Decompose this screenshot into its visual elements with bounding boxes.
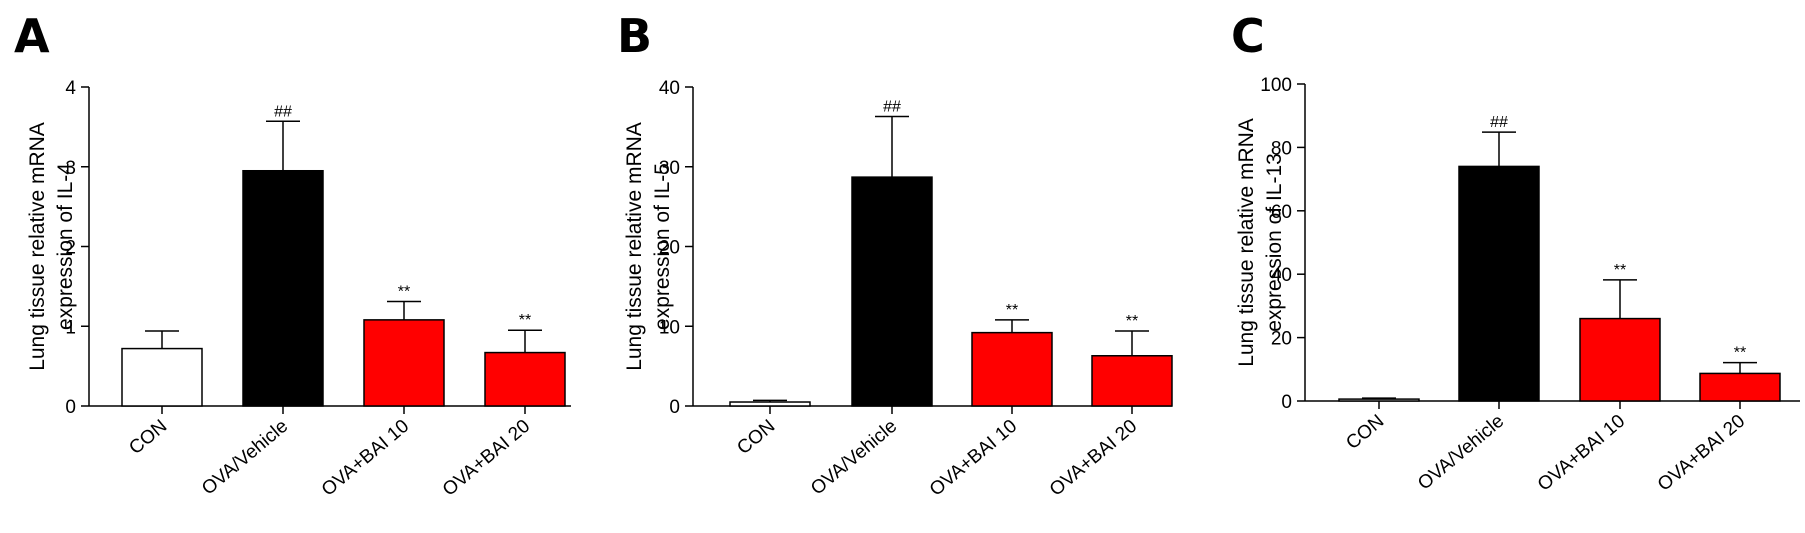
- bar: [729, 401, 811, 407]
- bar: [363, 319, 445, 407]
- y-tick-label: 4: [65, 78, 76, 99]
- x-tick-label: CON: [125, 416, 171, 459]
- significance-label: ##: [274, 103, 292, 120]
- x-tick-label: OVA+BAI 20: [439, 416, 534, 501]
- x-tick-label: OVA+BAI 20: [1046, 416, 1141, 501]
- x-tick-label: CON: [733, 416, 779, 459]
- y-tick-label: 20: [659, 238, 680, 259]
- x-tick-label: OVA+BAI 20: [1654, 411, 1749, 496]
- y-tick-label: 0: [65, 397, 76, 418]
- y-axis-label-line: Lung tissue relative mRNA: [26, 122, 49, 371]
- panel-a: A Lung tissue relative mRNA expression of …: [14, 9, 571, 501]
- bar: [1579, 317, 1661, 402]
- bar: [242, 169, 324, 407]
- significance-label: **: [1734, 345, 1746, 362]
- significance-label: ##: [1490, 114, 1508, 131]
- y-tick-label: 40: [1271, 265, 1292, 286]
- y-axis-label: Lung tissue relative mRNA expression of I…: [26, 122, 77, 371]
- bar: [1338, 398, 1420, 402]
- y-tick-label: 2: [65, 238, 76, 259]
- x-tick-label: OVA+BAI 10: [318, 416, 413, 501]
- y-tick-label: 0: [1281, 392, 1292, 413]
- x-tick-label: OVA+BAI 10: [1534, 411, 1629, 496]
- panel-c: C Lung tissue relative mRNA expression of …: [1231, 9, 1800, 496]
- y-axis-label-line: expression of IL-13: [1263, 153, 1286, 332]
- panel-letter: B: [617, 9, 652, 63]
- y-tick-label: 10: [659, 317, 680, 338]
- bar: [1091, 355, 1173, 407]
- significance-label: **: [519, 312, 531, 329]
- significance-label: **: [1006, 302, 1018, 319]
- y-tick-label: 30: [659, 158, 680, 179]
- y-tick-label: 20: [1271, 329, 1292, 350]
- y-axis-label-line: expression of IL-5: [651, 163, 674, 330]
- bar: [971, 331, 1053, 407]
- y-axis-label-line: Lung tissue relative mRNA: [623, 122, 646, 371]
- significance-label: ##: [883, 99, 901, 116]
- x-tick-label: OVA/Vehicle: [807, 416, 901, 500]
- bar: [121, 347, 203, 407]
- bar: [1699, 372, 1781, 402]
- panel-letter: C: [1231, 9, 1265, 63]
- x-tick-label: OVA/Vehicle: [1414, 411, 1508, 495]
- y-tick-label: 60: [1271, 202, 1292, 223]
- x-tick-label: OVA+BAI 10: [926, 416, 1021, 501]
- y-axis-label: Lung tissue relative mRNA expression of I…: [623, 122, 674, 371]
- y-tick-label: 0: [669, 397, 680, 418]
- y-axis-label-line: Lung tissue relative mRNA: [1235, 118, 1258, 367]
- significance-label: **: [1614, 262, 1626, 279]
- y-axis-label: Lung tissue relative mRNA expression of I…: [1235, 118, 1286, 367]
- y-tick-label: 100: [1260, 75, 1292, 96]
- bar: [484, 351, 566, 407]
- significance-label: **: [398, 284, 410, 301]
- x-tick-label: CON: [1342, 411, 1388, 454]
- bar: [851, 176, 933, 407]
- y-tick-label: 1: [65, 317, 76, 338]
- y-tick-label: 80: [1271, 138, 1292, 159]
- panel-b: B Lung tissue relative mRNA expression of …: [617, 9, 1173, 501]
- y-tick-label: 40: [659, 78, 680, 99]
- bar: [1458, 165, 1540, 402]
- panel-letter: A: [14, 9, 50, 63]
- significance-label: **: [1126, 313, 1138, 330]
- x-tick-label: OVA/Vehicle: [198, 416, 292, 500]
- y-axis-label-line: expression of IL-4: [54, 163, 77, 330]
- y-tick-label: 3: [65, 158, 76, 179]
